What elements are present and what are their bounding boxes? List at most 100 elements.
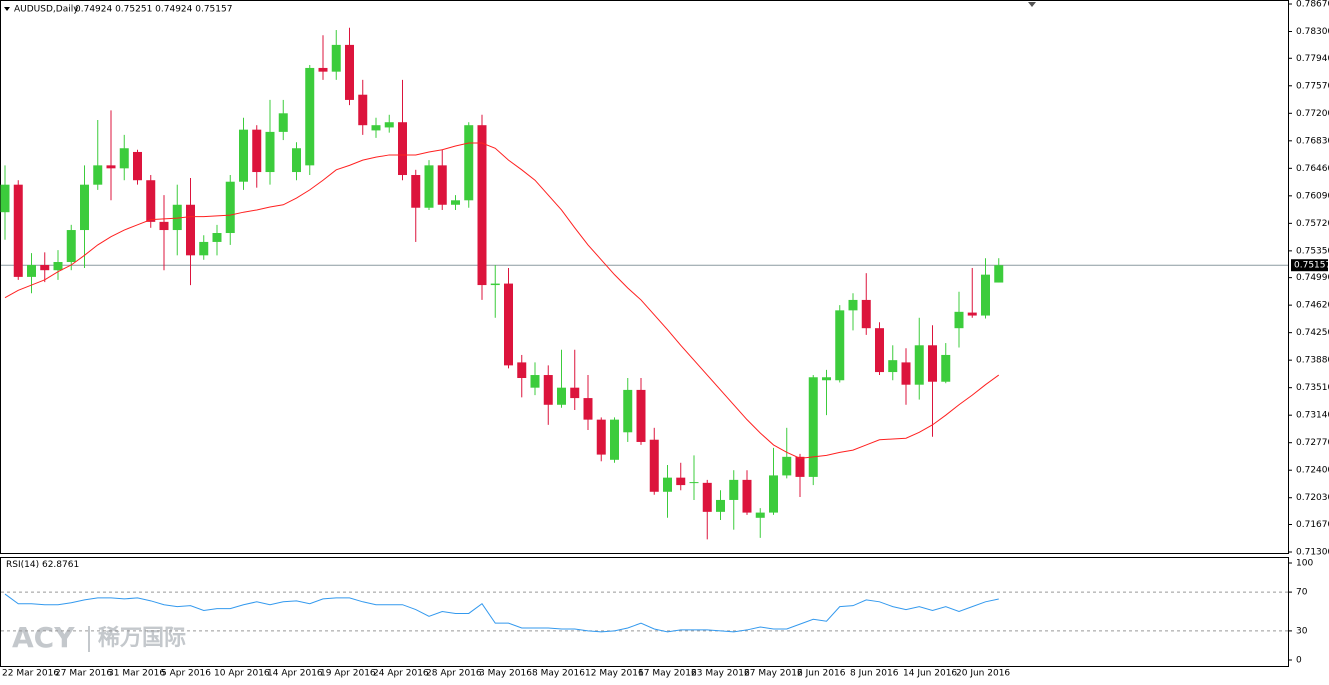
candle-body bbox=[93, 165, 103, 185]
shift-marker bbox=[1028, 2, 1036, 7]
candle-body bbox=[663, 477, 672, 492]
candle-body bbox=[848, 299, 858, 311]
candle-body bbox=[782, 456, 792, 476]
candle-body bbox=[318, 67, 328, 72]
candle-body bbox=[265, 131, 275, 173]
candle-body bbox=[0, 184, 10, 213]
rsi-title: RSI(14) 62.8761 bbox=[6, 560, 79, 570]
candle-body bbox=[252, 129, 262, 173]
watermark-brand: ACY bbox=[12, 621, 75, 654]
candle-body bbox=[199, 241, 209, 256]
candle-body bbox=[583, 398, 593, 420]
x-tick-label: 12 May 2016 bbox=[585, 669, 644, 679]
candle-body bbox=[822, 377, 831, 381]
candle-body bbox=[755, 512, 765, 518]
x-tick-label: 14 Apr 2016 bbox=[267, 669, 323, 679]
candle-body bbox=[66, 230, 76, 263]
candle-body bbox=[345, 44, 354, 100]
rsi-name: RSI(14) bbox=[6, 560, 39, 570]
candle-body bbox=[424, 165, 434, 208]
x-tick-label: 5 Apr 2016 bbox=[161, 669, 211, 679]
candle-body bbox=[292, 148, 301, 173]
candle-body bbox=[981, 274, 990, 316]
candle-body bbox=[305, 67, 315, 166]
candle-body bbox=[13, 184, 23, 277]
candle-body bbox=[967, 312, 977, 316]
moving-average bbox=[4, 142, 1000, 459]
candle-body bbox=[451, 200, 460, 205]
candle-body bbox=[875, 328, 884, 373]
candle-body bbox=[716, 499, 725, 512]
candle-body bbox=[437, 165, 447, 205]
candle-body bbox=[914, 345, 924, 385]
x-tick-label: 23 May 2016 bbox=[691, 669, 750, 679]
candle-body bbox=[689, 482, 699, 484]
ohlc-text: 0.74924 0.75251 0.74924 0.75157 bbox=[75, 5, 232, 15]
main-panel bbox=[0, 0, 1289, 554]
rsi-value: 62.8761 bbox=[42, 560, 79, 570]
candle-body bbox=[27, 264, 36, 277]
candle-body bbox=[133, 151, 142, 181]
x-tick-label: 31 Mar 2016 bbox=[108, 669, 165, 679]
candle-body bbox=[954, 311, 964, 329]
candle-body bbox=[504, 283, 513, 366]
x-tick-label: 8 Jun 2016 bbox=[850, 669, 899, 679]
candle-body bbox=[384, 122, 394, 128]
candle-body bbox=[636, 389, 646, 442]
x-tick-label: 3 May 2016 bbox=[479, 669, 532, 679]
candle-body bbox=[53, 262, 63, 271]
x-tick-label: 10 Apr 2016 bbox=[214, 669, 270, 679]
candle-body bbox=[411, 175, 421, 208]
candle-body bbox=[40, 264, 50, 271]
candle-body bbox=[941, 354, 951, 382]
x-tick-label: 17 May 2016 bbox=[638, 669, 697, 679]
candle-body bbox=[464, 125, 474, 201]
candle-body bbox=[331, 44, 341, 72]
watermark-divider bbox=[88, 626, 90, 652]
candle-body bbox=[212, 233, 222, 242]
x-tick-label: 8 May 2016 bbox=[532, 669, 585, 679]
candle-body bbox=[186, 204, 195, 256]
candle-body bbox=[159, 221, 169, 231]
candle-body bbox=[543, 375, 553, 405]
x-tick-label: 28 Apr 2016 bbox=[426, 669, 482, 679]
candle-body bbox=[517, 362, 527, 379]
watermark-name: 稀万国际 bbox=[98, 625, 186, 651]
candle-body bbox=[649, 439, 659, 492]
candle-body bbox=[994, 265, 1004, 283]
rsi-panel bbox=[0, 557, 1289, 667]
x-tick-label: 27 Mar 2016 bbox=[55, 669, 112, 679]
candle-body bbox=[530, 375, 540, 388]
x-tick-label: 22 Mar 2016 bbox=[2, 669, 59, 679]
last-price-box bbox=[1291, 259, 1328, 272]
candle-body bbox=[239, 129, 248, 182]
candle-body bbox=[795, 456, 805, 477]
candle-body bbox=[888, 360, 898, 373]
menu-arrow bbox=[4, 7, 10, 11]
candle-body bbox=[769, 475, 778, 513]
candle-body bbox=[808, 377, 818, 477]
x-tick-label: 20 Jun 2016 bbox=[956, 669, 1010, 679]
x-tick-label: 24 Apr 2016 bbox=[373, 669, 429, 679]
candle-body bbox=[676, 477, 686, 486]
y-tick-label: 0 bbox=[1296, 656, 1302, 666]
candle-body bbox=[80, 184, 89, 231]
